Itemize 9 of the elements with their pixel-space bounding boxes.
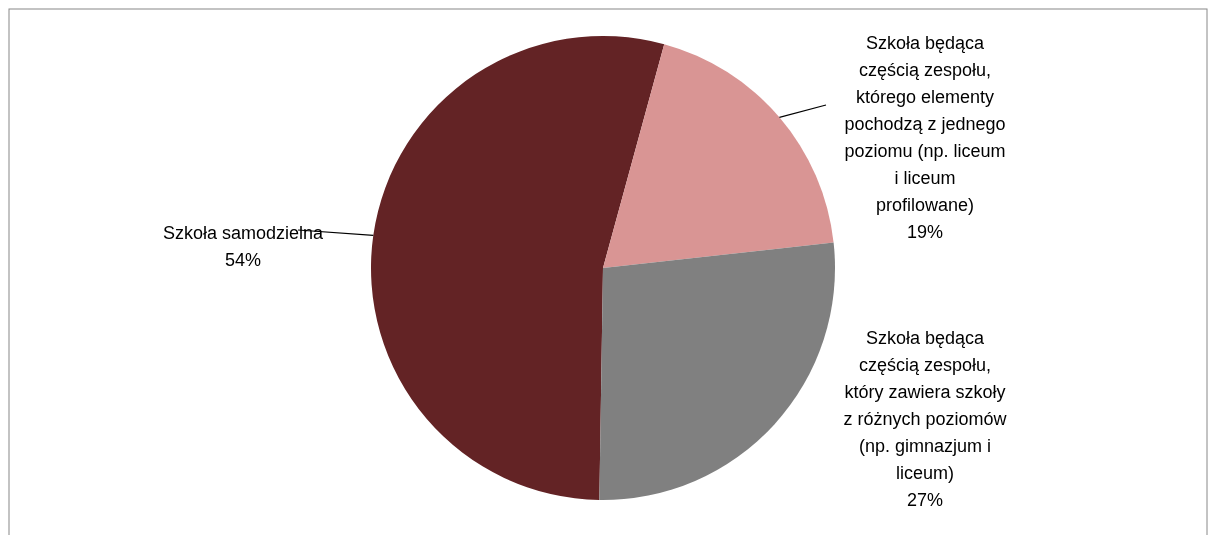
data-label: 54% — [224, 250, 262, 270]
slice-label: Szkoła samodzielna — [162, 223, 325, 243]
pie-slice — [599, 242, 835, 500]
pie-slice — [371, 36, 665, 500]
data-label: 19% — [906, 222, 944, 242]
pie-slice — [603, 44, 834, 268]
slice-label: Szkoła będąca częścią zespołu, którego elementy pochodzą z jednego poziomu (np. liceum i liceum profilowane) — [844, 33, 1006, 215]
data-label: 27% — [906, 490, 944, 510]
slice-label: Szkoła będąca częścią zespołu, który zawiera szkoły z różnych poziomów (np. gimnazjum i liceum) — [843, 328, 1008, 483]
